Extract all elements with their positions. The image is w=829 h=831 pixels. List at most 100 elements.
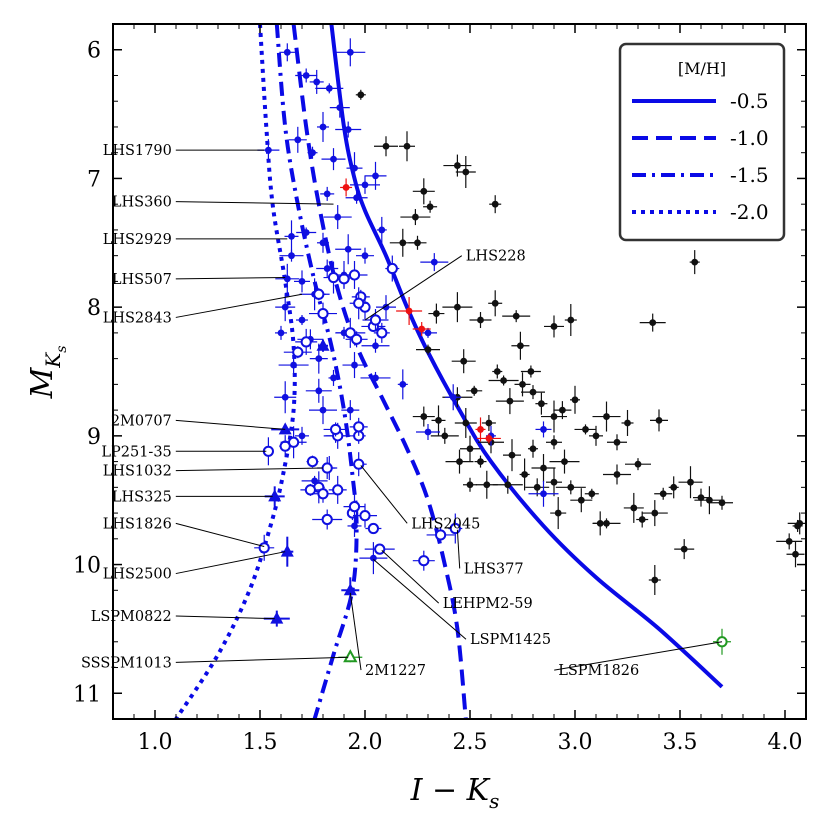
data-point-black-filled: [469, 312, 492, 329]
data-point-blue-filled: [307, 146, 318, 159]
data-point-black-filled: [689, 250, 700, 275]
annotation-label: LHS360: [112, 195, 172, 211]
data-point-blue-filled: [528, 480, 559, 507]
data-point-black-filled: [521, 385, 545, 400]
data-point-blue-open-circle: [312, 509, 343, 530]
annotation-line: [364, 255, 463, 321]
data-point-black-filled: [488, 375, 519, 386]
y-tick-label: 6: [87, 39, 101, 64]
data-point-blue-open-circle: [364, 543, 395, 555]
data-point-blue-filled: [288, 126, 307, 153]
data-point-blue-open-circle: [448, 513, 463, 544]
annotation-label: LHS1790: [103, 143, 172, 159]
y-tick-label: 8: [87, 296, 101, 321]
data-point-blue-open-circle: [328, 475, 347, 504]
legend-label-1: -0.5: [730, 89, 769, 113]
data-point-black-filled: [488, 290, 503, 317]
data-point-blue-triangle: [316, 338, 330, 352]
annotation-line: [175, 293, 303, 318]
legend-label-3: -1.5: [730, 163, 769, 187]
data-point-blue-filled: [376, 295, 396, 320]
data-point-black-filled: [654, 487, 673, 500]
data-point-black-filled: [503, 439, 521, 472]
data-point-black-filled: [463, 477, 477, 492]
annotation-line: [175, 615, 275, 620]
data-point-black-filled: [693, 488, 709, 507]
data-point-blue-filled: [329, 97, 350, 118]
annotation-label: LHS2045: [411, 516, 480, 532]
data-point-blue-filled: [309, 69, 324, 94]
data-point-blue-open-circle: [349, 417, 368, 436]
annotation-line: [360, 465, 408, 524]
annotation-label: 2M1227: [365, 663, 426, 679]
data-point-black-filled: [535, 392, 548, 415]
x-tick-label: 2.5: [453, 730, 488, 755]
data-point-black-filled: [786, 541, 805, 568]
y-tick-label: 9: [87, 425, 101, 450]
data-point-red-filled: [396, 297, 423, 326]
legend-label-4: -2.0: [730, 200, 769, 224]
annotation-label: LHS1032: [103, 464, 172, 480]
annotation-label: LSPM0822: [91, 609, 172, 625]
data-point-blue-filled: [317, 111, 329, 142]
data-point-black-filled: [399, 131, 415, 162]
legend: [M/H] -0.5 -1.0 -1.5 -2.0: [618, 42, 786, 242]
data-point-black-filled: [460, 435, 480, 462]
data-point-black-filled: [492, 475, 523, 494]
data-point-blue-filled: [420, 253, 449, 272]
annotation-label: LEHPM2-59: [443, 596, 533, 612]
annotation-line: [175, 551, 286, 575]
data-point-black-filled: [374, 136, 398, 157]
data-point-black-filled: [668, 476, 679, 499]
data-point-blue-open-circle: [311, 288, 326, 301]
data-point-blue-filled: [364, 161, 387, 190]
data-point-blue-filled: [345, 191, 368, 204]
data-point-blue-open-circle: [309, 302, 337, 325]
data-point-black-filled: [400, 209, 431, 226]
data-point-black-filled: [454, 407, 477, 438]
data-point-blue-open-circle: [345, 331, 368, 348]
data-point-black-filled: [495, 388, 524, 415]
data-point-black-filled: [621, 409, 634, 436]
y-tick-label: 10: [73, 554, 101, 579]
data-point-black-filled: [416, 344, 440, 355]
annotation-label: LHS228: [466, 249, 526, 265]
data-point-black-filled: [443, 154, 472, 177]
data-point-blue-open-circle: [295, 328, 318, 355]
data-point-black-filled: [431, 405, 446, 436]
annotation-line: [554, 641, 723, 671]
annotation-line: [175, 201, 334, 205]
data-point-black-filled: [546, 468, 562, 497]
data-point-black-filled: [641, 500, 668, 527]
data-point-blue-filled: [296, 315, 308, 326]
legend-box: [618, 42, 786, 242]
data-point-black-filled: [519, 458, 530, 491]
data-point-black-filled: [592, 401, 621, 432]
data-point-blue-filled: [294, 270, 310, 293]
data-point-black-filled: [481, 414, 496, 431]
annotation-label: LHS2929: [103, 232, 172, 248]
data-point-black-filled: [625, 458, 651, 471]
data-point-blue-open-circle: [426, 526, 455, 543]
data-point-black-filled: [428, 303, 445, 324]
data-point-blue-open-circle: [362, 309, 389, 332]
annotation-label: LHS325: [112, 489, 172, 505]
data-point-black-filled: [636, 511, 649, 528]
data-point-black-filled: [603, 464, 631, 485]
plot-frame: [112, 23, 807, 720]
data-point-blue-filled: [397, 369, 408, 400]
data-point-black-filled: [711, 495, 733, 510]
annotation-line: [175, 656, 349, 663]
legend-title: [M/H]: [678, 59, 726, 78]
data-point-blue-open-circle: [338, 269, 350, 288]
data-point-black-filled: [511, 331, 530, 360]
data-point-black-filled: [574, 424, 597, 435]
data-point-blue-open-circle: [373, 322, 390, 343]
data-point-blue-filled: [328, 369, 339, 386]
data-point-black-filled: [694, 486, 725, 515]
data-point-black-filled: [592, 518, 621, 529]
data-point-blue-filled: [316, 259, 339, 278]
data-point-blue-filled: [305, 378, 332, 403]
data-point-red-filled: [475, 417, 486, 442]
